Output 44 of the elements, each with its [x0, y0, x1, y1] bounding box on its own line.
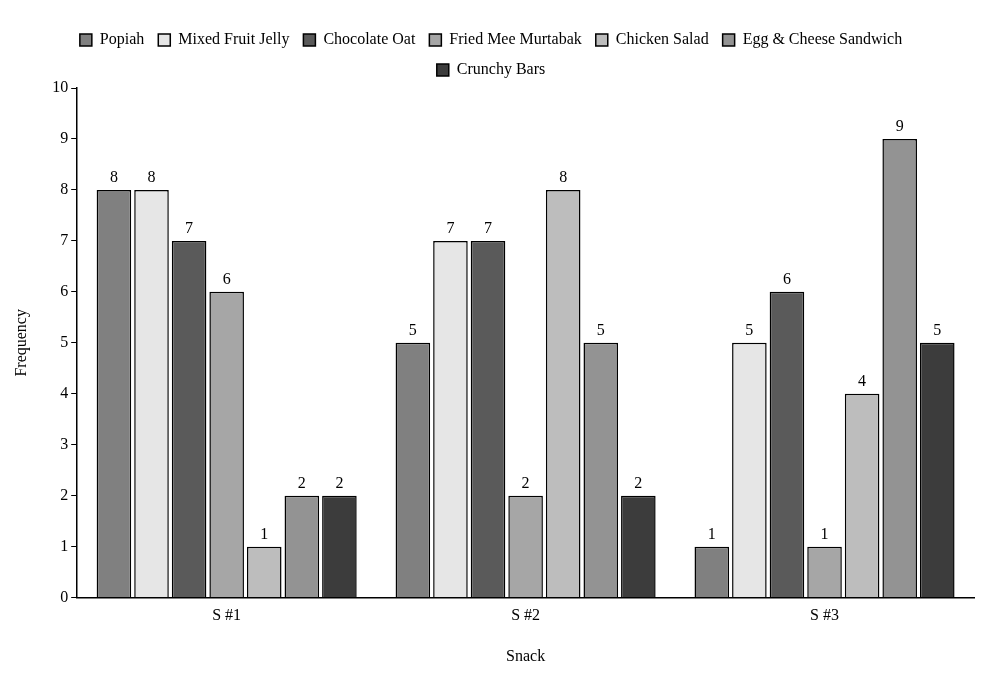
y-tick-label: 2: [60, 485, 69, 503]
legend-label: Chicken Salad: [615, 30, 709, 48]
y-tick-label: 8: [60, 180, 69, 198]
x-axis-title: Snack: [506, 646, 546, 664]
x-tick-label: S #1: [212, 606, 242, 624]
data-label: 1: [707, 524, 716, 542]
x-tick-label: S #2: [511, 606, 541, 624]
legend-label: Crunchy Bars: [456, 60, 546, 79]
data-label: 2: [634, 473, 643, 491]
data-label: 7: [484, 219, 493, 237]
legend-label: Mixed Fruit Jelly: [178, 30, 290, 49]
data-label: 8: [559, 168, 568, 186]
y-tick-label: 4: [60, 383, 69, 401]
x-tick-label: S #3: [810, 606, 839, 624]
data-label: 5: [933, 321, 942, 338]
data-label: 6: [782, 270, 791, 288]
data-label: 2: [297, 473, 306, 491]
y-tick-label: 5: [60, 333, 69, 350]
data-label: 1: [260, 524, 269, 542]
data-label: 9: [895, 117, 904, 135]
data-label: 5: [408, 321, 417, 338]
y-tick-label: 0: [60, 587, 69, 605]
data-label: 1: [820, 524, 829, 542]
y-tick-label: 3: [60, 434, 69, 452]
data-label: 2: [335, 473, 344, 491]
legend-label: Fried Mee Murtabak: [449, 30, 582, 48]
data-label: 7: [446, 219, 455, 237]
legend-label: Popiah: [99, 30, 145, 49]
y-tick-label: 10: [52, 78, 69, 96]
legend-label: Chocolate Oat: [323, 30, 416, 48]
data-label: 4: [858, 371, 867, 389]
y-tick-label: 9: [60, 129, 69, 147]
y-tick-label: 6: [60, 282, 69, 300]
data-label: 5: [745, 321, 754, 338]
data-label: 7: [185, 219, 194, 237]
data-label: 6: [222, 270, 231, 288]
data-label: 2: [521, 473, 530, 491]
y-tick-label: 1: [60, 536, 69, 554]
data-label: 8: [109, 168, 118, 186]
legend-label: Egg & Cheese Sandwich: [742, 30, 903, 49]
y-axis-title: Frequency: [11, 309, 30, 377]
y-tick-label: 7: [60, 231, 69, 249]
data-label: 5: [596, 321, 605, 338]
data-label: 8: [147, 168, 156, 186]
